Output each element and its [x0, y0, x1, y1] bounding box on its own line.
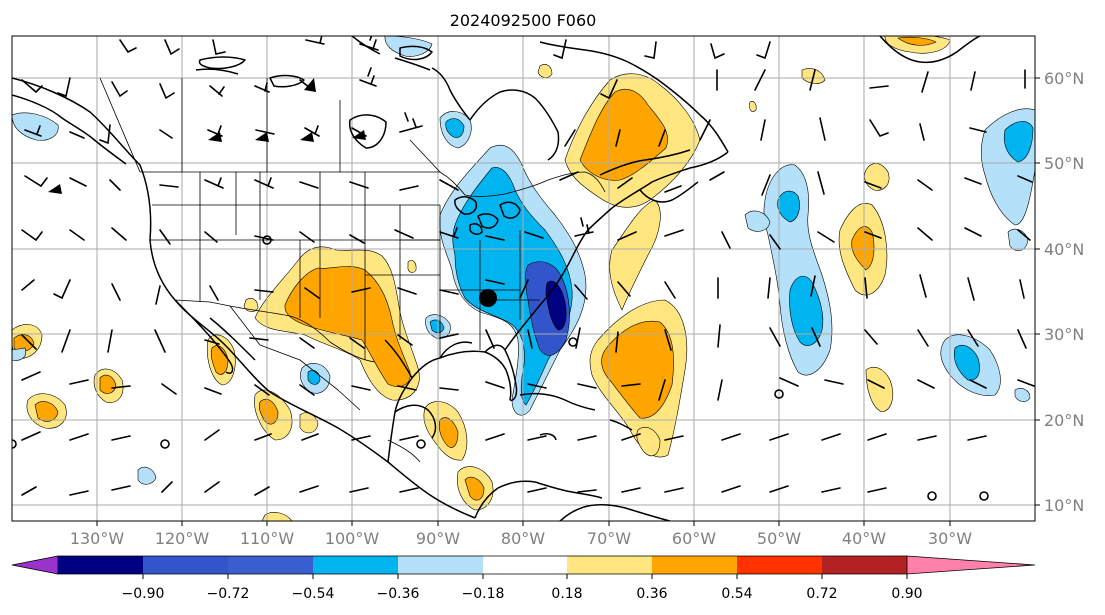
- graticule: [12, 36, 1035, 521]
- lat-label: 10°N: [1044, 496, 1084, 515]
- colorbar-bin: [567, 556, 652, 574]
- colorbar-bin: [398, 556, 483, 574]
- colorbar-bin: [652, 556, 737, 574]
- colorbar-bin: [58, 556, 143, 574]
- colorbar-bin: [313, 556, 398, 574]
- colorbar-tick-label: 0.18: [551, 586, 582, 602]
- colorbar-tick-label: −0.90: [122, 586, 165, 602]
- lon-label: 90°W: [416, 529, 460, 548]
- colorbar-tick-label: 0.90: [891, 586, 922, 602]
- colorbar-tick-label: 0.54: [721, 586, 752, 602]
- colorbar-bin: [822, 556, 907, 574]
- lon-label: 30°W: [928, 529, 972, 548]
- lon-label: 130°W: [70, 529, 125, 548]
- axis-ticks: [96, 77, 1040, 526]
- negative-anomaly-fill: [12, 36, 1035, 485]
- colorbar-tick-label: −0.18: [462, 586, 505, 602]
- lon-label: 60°W: [672, 529, 716, 548]
- lat-label: 30°N: [1044, 325, 1084, 344]
- colorbar-tick-label: −0.72: [207, 586, 250, 602]
- low-center-marker: [479, 289, 497, 307]
- colorbar-tick-label: 0.36: [636, 586, 667, 602]
- lon-label: 80°W: [501, 529, 545, 548]
- lat-label: 20°N: [1044, 411, 1084, 430]
- colorbar-bin: [737, 556, 822, 574]
- lon-label: 110°W: [240, 529, 295, 548]
- map-title: 2024092500 F060: [450, 11, 597, 30]
- colorbar-bin: [143, 556, 228, 574]
- lon-label: 40°W: [842, 529, 886, 548]
- lon-label: 70°W: [587, 529, 631, 548]
- wind-pennants: [48, 78, 366, 194]
- wind-barbs: [12, 36, 1035, 501]
- lat-label: 40°N: [1044, 240, 1084, 259]
- lat-label: 60°N: [1044, 69, 1084, 88]
- colorbar-under-arrow: [11, 555, 59, 575]
- colorbar: −0.90 −0.72 −0.54 −0.36 −0.18 0.18 0.36 …: [11, 555, 1036, 602]
- colorbar-over-arrow: [906, 555, 1036, 575]
- colorbar-tick-label: −0.54: [292, 586, 335, 602]
- lon-label: 100°W: [325, 529, 380, 548]
- lon-label: 120°W: [155, 529, 210, 548]
- colorbar-tick-label: 0.72: [806, 586, 837, 602]
- lat-label: 50°N: [1044, 154, 1084, 173]
- colorbar-tick-label: −0.36: [377, 586, 420, 602]
- lon-label: 50°W: [757, 529, 801, 548]
- colorbar-bin: [483, 556, 567, 574]
- positive-anomaly-fill: [12, 36, 951, 521]
- colorbar-bin: [228, 556, 313, 574]
- political-borders: [99, 77, 606, 463]
